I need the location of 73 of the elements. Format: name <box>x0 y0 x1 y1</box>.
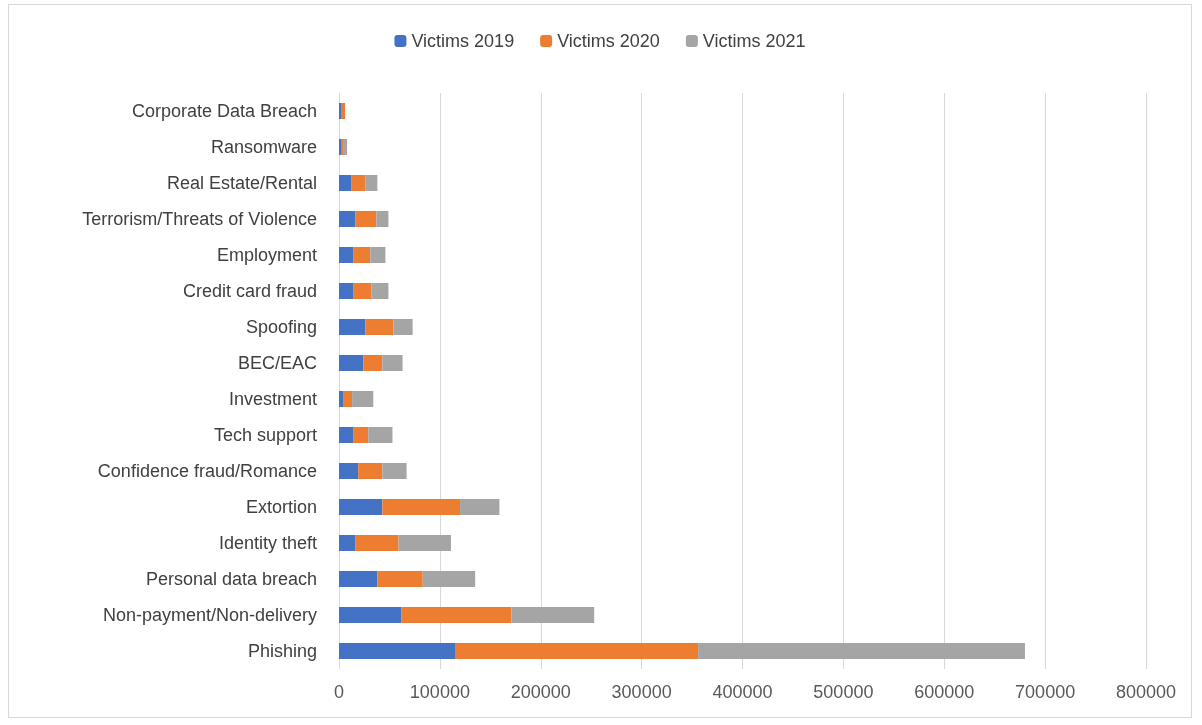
x-tick-label: 200000 <box>510 682 571 702</box>
bar <box>377 571 423 587</box>
y-tick-label: Personal data breach <box>145 569 317 589</box>
bar <box>353 283 372 299</box>
y-tick-label: Non-payment/Non-delivery <box>102 605 317 625</box>
bar <box>382 463 407 479</box>
bar <box>382 499 461 515</box>
legend-label: Victims 2020 <box>557 31 660 51</box>
x-tick-label: 800000 <box>1115 682 1177 702</box>
bar <box>398 535 451 551</box>
bar <box>460 499 500 515</box>
y-tick-label: Confidence fraud/Romance <box>97 461 317 481</box>
bar <box>355 211 377 227</box>
bar <box>511 607 595 623</box>
bar <box>339 535 356 551</box>
bar <box>339 571 378 587</box>
bar <box>339 427 354 443</box>
bar <box>358 463 383 479</box>
x-tick-label: 500000 <box>813 682 874 702</box>
y-tick-label: Corporate Data Breach <box>131 101 317 121</box>
y-tick-label: Ransomware <box>210 137 317 157</box>
x-tick-label: 700000 <box>1015 682 1076 702</box>
bar <box>365 319 394 335</box>
bar <box>368 427 393 443</box>
y-tick-label: Credit card fraud <box>182 281 317 301</box>
bar <box>365 175 378 191</box>
bar <box>371 283 389 299</box>
bar <box>339 319 366 335</box>
bar <box>339 283 354 299</box>
y-tick-label: Terrorism/Threats of Violence <box>82 209 317 229</box>
bar <box>382 355 403 371</box>
bar <box>698 643 1025 659</box>
bar <box>339 643 456 659</box>
y-tick-label: Phishing <box>247 641 317 661</box>
bar <box>343 139 348 155</box>
y-tick-label: Tech support <box>213 425 317 445</box>
bar <box>393 319 413 335</box>
bar <box>339 499 383 515</box>
bar <box>401 607 512 623</box>
x-tick-label: 100000 <box>409 682 470 702</box>
y-tick-label: Investment <box>228 389 317 409</box>
y-tick-label: Extortion <box>245 497 317 517</box>
bar <box>339 391 344 407</box>
y-tick-label: Real Estate/Rental <box>166 173 317 193</box>
bar <box>351 175 366 191</box>
bar <box>353 247 371 263</box>
y-tick-label: Identity theft <box>218 533 317 553</box>
bar <box>339 211 356 227</box>
legend-label: Victims 2021 <box>702 31 806 51</box>
bar <box>455 643 699 659</box>
y-tick-label: BEC/EAC <box>237 353 317 373</box>
bar <box>339 103 342 119</box>
bar <box>352 391 374 407</box>
bar <box>370 247 386 263</box>
legend-label: Victims 2019 <box>411 31 515 51</box>
x-tick-label: 600000 <box>914 682 975 702</box>
bar <box>376 211 389 227</box>
bar <box>339 463 359 479</box>
bar <box>339 175 352 191</box>
y-tick-label: Employment <box>216 245 317 265</box>
bar <box>341 103 346 119</box>
x-tick-label: 400000 <box>712 682 773 702</box>
bar <box>339 607 402 623</box>
bar <box>363 355 383 371</box>
bar <box>355 535 399 551</box>
x-tick-label: 300000 <box>611 682 672 702</box>
x-tick-label: 0 <box>333 682 345 702</box>
bar <box>339 355 364 371</box>
bar <box>422 571 476 587</box>
bar <box>343 391 353 407</box>
bar <box>353 427 369 443</box>
y-tick-label: Spoofing <box>245 317 317 337</box>
bar <box>339 247 354 263</box>
